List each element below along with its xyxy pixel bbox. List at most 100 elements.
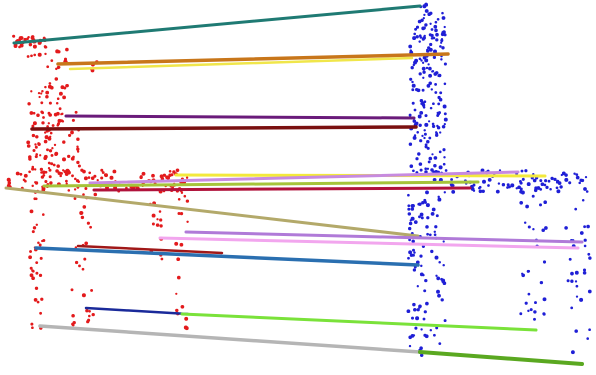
target-point — [409, 253, 414, 257]
target-point — [412, 169, 415, 173]
target-point — [412, 268, 417, 272]
target-point — [527, 225, 531, 229]
target-point — [586, 337, 589, 340]
source-point — [62, 95, 66, 100]
source-point — [39, 256, 43, 260]
target-point — [424, 2, 428, 7]
source-point — [28, 42, 33, 47]
target-point — [542, 312, 546, 316]
target-point — [451, 190, 456, 194]
target-point — [523, 221, 527, 224]
target-point — [497, 182, 501, 185]
source-point — [31, 133, 36, 138]
target-point — [439, 131, 442, 134]
source-point — [33, 298, 38, 302]
target-point — [428, 81, 432, 86]
target-point — [579, 231, 584, 235]
source-point — [18, 38, 22, 42]
source-point — [56, 123, 60, 127]
target-point — [416, 131, 419, 134]
target-point — [436, 114, 440, 117]
source-point — [168, 169, 172, 173]
target-point — [420, 264, 423, 268]
target-point — [435, 32, 439, 37]
target-point — [443, 191, 446, 194]
target-point — [416, 308, 420, 312]
target-point — [422, 70, 426, 74]
source-point — [40, 110, 44, 114]
source-point — [48, 175, 52, 179]
target-point — [415, 87, 419, 92]
source-point — [48, 162, 51, 165]
source-point — [19, 172, 23, 176]
target-point — [427, 120, 431, 123]
source-point — [84, 241, 89, 246]
target-point — [407, 212, 412, 216]
target-point — [588, 256, 592, 260]
target-point — [413, 32, 417, 36]
target-point — [441, 16, 446, 20]
target-point — [413, 60, 417, 65]
target-point — [442, 148, 446, 152]
source-point — [15, 171, 20, 176]
source-point — [74, 177, 77, 181]
source-point — [100, 176, 104, 180]
source-point — [28, 255, 32, 260]
source-point — [104, 173, 109, 178]
target-point — [408, 226, 412, 231]
target-point — [555, 186, 559, 190]
source-point — [87, 318, 91, 322]
target-point — [410, 66, 414, 70]
source-point — [36, 300, 40, 304]
source-point — [30, 111, 33, 115]
target-point — [437, 293, 441, 298]
source-point — [30, 322, 34, 326]
target-point — [436, 289, 440, 294]
target-point — [583, 225, 586, 229]
source-point — [88, 171, 92, 175]
source-point — [47, 111, 51, 115]
source-point — [18, 45, 21, 49]
target-point — [443, 319, 447, 323]
target-point — [427, 160, 431, 164]
source-point — [57, 65, 61, 69]
source-point — [29, 209, 34, 214]
maroon-line — [30, 125, 418, 131]
source-point — [65, 179, 68, 183]
target-point — [531, 194, 535, 198]
target-point — [424, 9, 429, 13]
target-point — [487, 184, 490, 187]
target-point — [420, 216, 424, 220]
target-point — [519, 200, 524, 205]
target-point — [575, 173, 579, 176]
source-point — [30, 54, 33, 58]
target-point — [582, 268, 587, 272]
source-point — [59, 174, 62, 178]
target-point — [579, 297, 584, 302]
source-point — [88, 314, 91, 318]
target-point — [432, 178, 437, 182]
source-point — [139, 175, 143, 180]
source-point — [159, 218, 163, 222]
source-point — [49, 85, 54, 90]
target-point — [427, 46, 431, 50]
target-point — [433, 333, 436, 337]
gray-line — [38, 324, 422, 354]
source-point — [24, 179, 27, 183]
target-point — [521, 177, 525, 181]
target-point — [533, 188, 538, 193]
source-point — [67, 169, 71, 173]
source-point — [48, 149, 53, 153]
target-point — [586, 224, 590, 229]
target-point — [418, 306, 421, 309]
source-point — [31, 184, 34, 188]
source-point — [82, 205, 87, 209]
target-point — [437, 102, 441, 106]
source-point — [46, 125, 49, 128]
source-point — [151, 213, 156, 218]
target-point — [568, 181, 572, 185]
target-point — [575, 175, 580, 180]
source-point — [39, 311, 43, 315]
target-point — [573, 172, 576, 175]
source-point — [40, 297, 44, 301]
